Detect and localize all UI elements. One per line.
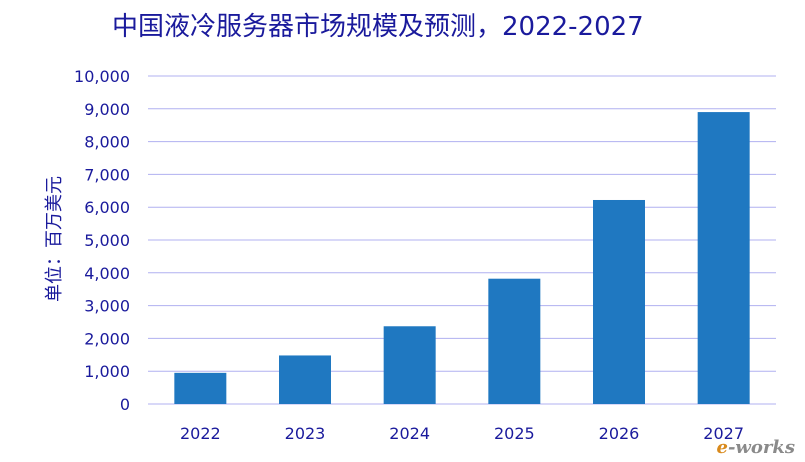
bar-2026	[593, 199, 645, 404]
y-tick-label: 8,000	[84, 133, 130, 152]
y-tick-labels: 0 1,000 2,000 3,000 4,000 5,000 6,000 7,000 8,00…	[74, 67, 130, 414]
y-tick-label: 6,000	[84, 198, 130, 217]
bars	[174, 112, 750, 404]
y-tick-label: 1,000	[84, 362, 130, 381]
grid-lines	[148, 75, 776, 405]
y-tick-label: 0	[120, 395, 130, 414]
y-tick-label: 7,000	[84, 165, 130, 184]
y-tick-label: 2,000	[84, 329, 130, 348]
bar-2022	[174, 372, 227, 404]
y-tick-label: 10,000	[74, 67, 130, 86]
y-tick-label: 3,000	[84, 297, 130, 316]
x-tick-labels: 2022 2023 2024 2025 2026 2027	[180, 424, 744, 443]
x-tick-label: 2027	[703, 424, 744, 443]
x-tick-label: 2024	[389, 424, 430, 443]
x-tick-label: 2023	[285, 424, 326, 443]
bar-2027	[697, 112, 750, 404]
chart-title: 中国液冷服务器市场规模及预测，2022-2027	[112, 12, 644, 42]
x-tick-label: 2022	[180, 424, 221, 443]
y-tick-label: 9,000	[84, 100, 130, 119]
x-tick-label: 2026	[599, 424, 640, 443]
y-tick-label: 5,000	[84, 231, 130, 250]
bar-2024	[383, 326, 436, 404]
y-tick-label: 4,000	[84, 264, 130, 283]
bar-2023	[279, 355, 331, 404]
watermark-logo: e-works	[716, 437, 795, 458]
x-tick-label: 2025	[494, 424, 535, 443]
bar-2025	[488, 278, 541, 404]
